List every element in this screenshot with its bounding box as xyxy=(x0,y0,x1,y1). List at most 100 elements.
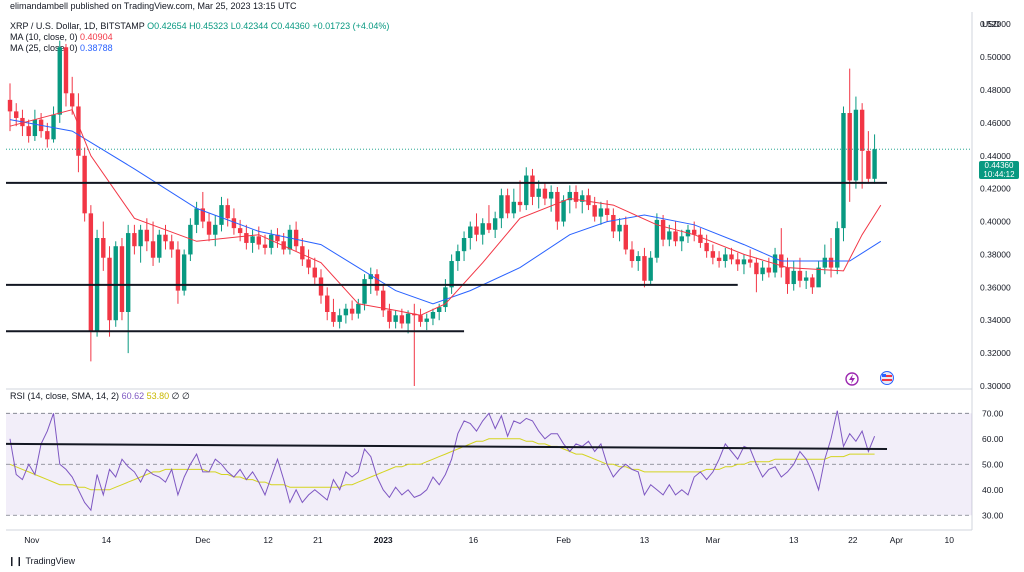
time-tick-label: Nov xyxy=(24,535,40,545)
candle-down xyxy=(542,188,548,199)
candle-down xyxy=(828,257,834,268)
flag-icon xyxy=(882,379,892,381)
candle-down xyxy=(374,274,380,291)
candle-up xyxy=(667,231,672,240)
candle-down xyxy=(754,262,759,275)
candle-down xyxy=(716,257,722,262)
candle-down xyxy=(225,205,230,219)
candle-up xyxy=(499,195,504,219)
rsi-name: RSI (14, close, SMA, 14, 2) xyxy=(10,391,120,401)
candle-down xyxy=(530,175,535,197)
candle-down xyxy=(262,244,268,248)
publish-info: elimandambell published on TradingView.c… xyxy=(10,1,297,11)
candle-up xyxy=(679,236,684,242)
candle-down xyxy=(692,229,697,235)
ohlc-legend: XRP / U.S. Dollar, 1D, BITSTAMP O0.42654… xyxy=(10,21,389,31)
candle-up xyxy=(449,261,454,288)
low-value: L0.42344 xyxy=(230,21,269,31)
brand-label: TradingView xyxy=(25,556,75,566)
time-tick-label: 21 xyxy=(313,535,323,545)
candle-up xyxy=(480,223,485,235)
candle-down xyxy=(88,213,94,332)
candle-down xyxy=(70,93,75,107)
candle-up xyxy=(368,274,373,280)
rsi-tick-label: 40.00 xyxy=(982,485,1004,495)
candle-up xyxy=(791,270,796,285)
tradingview-brand[interactable]: ❙❙ TradingView xyxy=(8,556,75,567)
bar-countdown: 10:44:12 xyxy=(983,170,1015,179)
change-value: +0.01723 (+4.04%) xyxy=(312,21,390,31)
candle-down xyxy=(517,201,523,206)
candle-down xyxy=(673,231,678,242)
candle-down xyxy=(318,277,324,296)
candle-down xyxy=(710,251,716,258)
rsi-ma-line xyxy=(9,438,875,491)
candle-down xyxy=(76,106,81,156)
candle-up xyxy=(636,256,641,262)
candle-down xyxy=(642,256,647,281)
candle-up xyxy=(654,219,660,258)
candle-up xyxy=(337,315,342,322)
time-tick-label: Apr xyxy=(890,535,903,545)
candle-down xyxy=(604,208,610,215)
candle-up xyxy=(468,226,473,238)
rsi-legend: RSI (14, close, SMA, 14, 2) 60.62 53.80 … xyxy=(10,391,190,402)
candle-up xyxy=(548,191,554,199)
candle-down xyxy=(698,234,703,243)
ma10-line xyxy=(9,109,882,316)
candle-up xyxy=(872,149,877,179)
candle-down xyxy=(163,234,168,242)
candle-down xyxy=(785,267,790,285)
price-tick-label: 0.46000 xyxy=(980,118,1011,128)
candle-down xyxy=(101,238,106,258)
last-price-badge: 0.44360 10:44:12 xyxy=(979,161,1019,179)
rsi-extra: ∅ ∅ xyxy=(171,391,190,401)
price-tick-label: 0.32000 xyxy=(980,348,1011,358)
candle-up xyxy=(741,259,747,265)
price-tick-label: 0.50000 xyxy=(980,52,1011,62)
candle-up xyxy=(648,257,653,281)
candle-up xyxy=(853,109,859,181)
candle-down xyxy=(169,241,174,250)
lightning-icon xyxy=(849,374,855,384)
candle-up xyxy=(511,201,517,214)
last-price: 0.44360 xyxy=(984,161,1014,170)
candle-up xyxy=(536,188,541,197)
ma25-legend: MA (25, close, 0) 0.38788 xyxy=(10,43,113,53)
candle-down xyxy=(747,259,753,263)
price-tick-label: 0.30000 xyxy=(980,381,1011,391)
candle-down xyxy=(586,195,591,206)
price-tick-label: 0.38000 xyxy=(980,249,1011,259)
candle-down xyxy=(810,277,815,288)
rsi-tick-label: 50.00 xyxy=(982,459,1004,469)
candle-up xyxy=(269,234,274,248)
time-tick-label: 10 xyxy=(944,535,954,545)
candle-up xyxy=(492,218,498,230)
candle-up xyxy=(362,279,367,304)
candle-up xyxy=(461,238,467,252)
candle-down xyxy=(611,214,616,232)
price-tick-label: 0.52000 xyxy=(980,19,1011,29)
candle-down xyxy=(573,191,579,202)
rsi-ma-value: 53.80 xyxy=(146,391,170,401)
candle-up xyxy=(835,228,840,268)
currency-label: USD xyxy=(982,19,1000,29)
candle-down xyxy=(474,226,479,235)
candle-down xyxy=(387,310,392,322)
candle-down xyxy=(629,249,635,262)
candle-up xyxy=(424,318,429,322)
candle-up xyxy=(157,234,162,258)
candle-down xyxy=(231,218,237,229)
candle-down xyxy=(797,270,803,281)
ma25-line xyxy=(9,119,882,305)
price-tick-label: 0.34000 xyxy=(980,315,1011,325)
candle-down xyxy=(63,47,69,94)
candle-up xyxy=(816,267,821,288)
time-tick-label: 22 xyxy=(848,535,858,545)
candle-down xyxy=(418,315,423,322)
candle-up xyxy=(32,119,38,137)
ma10-legend: MA (10, close, 0) 0.40904 xyxy=(10,32,113,42)
candle-down xyxy=(325,295,330,312)
candle-down xyxy=(237,228,243,234)
